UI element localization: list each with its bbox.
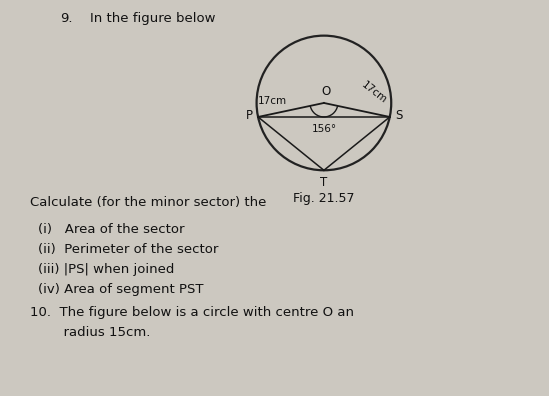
- Text: (ii)  Perimeter of the sector: (ii) Perimeter of the sector: [38, 243, 219, 256]
- Text: S: S: [395, 109, 402, 122]
- Text: 17cm: 17cm: [258, 96, 287, 106]
- Text: (iii) |PS| when joined: (iii) |PS| when joined: [38, 263, 175, 276]
- Text: T: T: [320, 176, 328, 189]
- Text: (iv) Area of segment PST: (iv) Area of segment PST: [38, 283, 204, 296]
- Text: 10.  The figure below is a circle with centre O an: 10. The figure below is a circle with ce…: [30, 306, 354, 319]
- Text: 156°: 156°: [311, 124, 337, 134]
- Text: Fig. 21.57: Fig. 21.57: [293, 192, 355, 205]
- Text: P: P: [246, 109, 253, 122]
- Text: (i)   Area of the sector: (i) Area of the sector: [38, 223, 184, 236]
- Text: 17cm: 17cm: [360, 80, 389, 106]
- Text: Calculate (for the minor sector) the: Calculate (for the minor sector) the: [30, 196, 266, 209]
- Text: O: O: [321, 85, 330, 98]
- Text: 9.: 9.: [60, 12, 72, 25]
- Text: radius 15cm.: radius 15cm.: [38, 326, 150, 339]
- Text: In the figure below: In the figure below: [90, 12, 216, 25]
